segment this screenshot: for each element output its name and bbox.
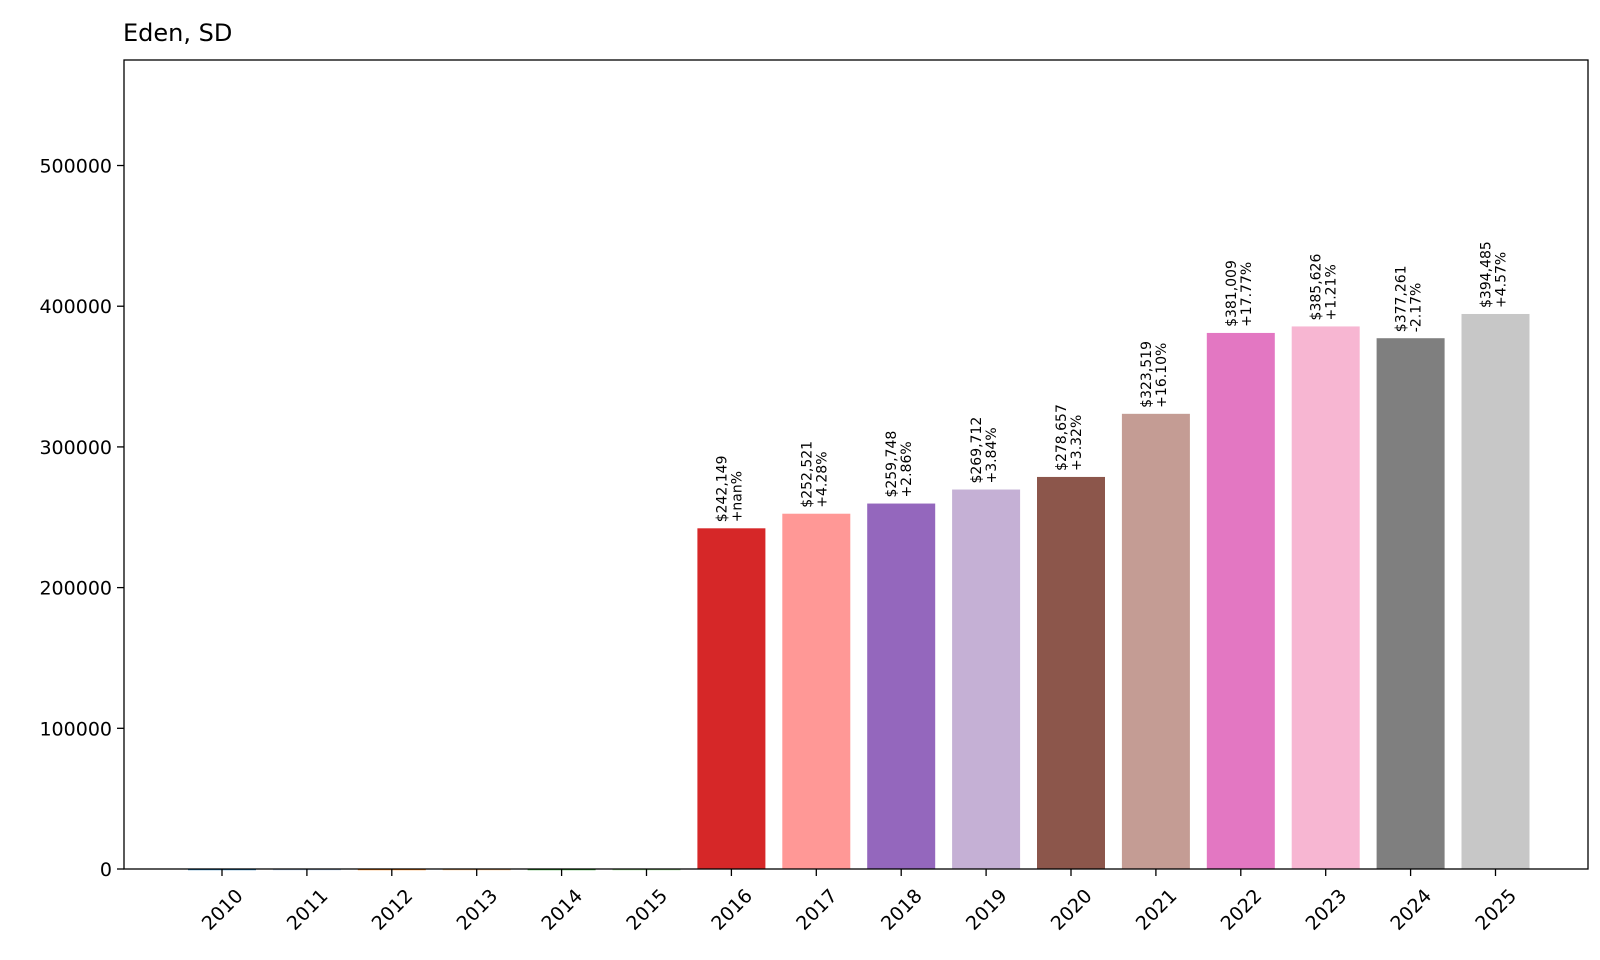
bar-2016 xyxy=(697,528,766,869)
bar-value-label: $269,712 xyxy=(969,417,985,484)
bar-change-label: +4.28% xyxy=(814,451,830,507)
y-tick-label: 300000 xyxy=(39,437,112,459)
bar-value-label: $242,149 xyxy=(714,455,730,522)
x-tick-label: 2023 xyxy=(1301,885,1351,935)
bar-change-label: +nan% xyxy=(729,471,745,522)
x-axis: 2010 2011 2012 2013 2014 2015 2016 2017 2018 2019… xyxy=(198,869,1521,935)
bar-2021 xyxy=(1121,413,1190,869)
bar-value-label: $377,261 xyxy=(1394,265,1410,332)
bar-2023 xyxy=(1291,326,1360,869)
plot-frame xyxy=(123,59,1589,870)
x-tick-label: 2013 xyxy=(452,885,502,935)
x-tick-label: 2022 xyxy=(1217,885,1267,935)
bars-group: $242,149 +nan% $252,521 +4.28% $259,748 +2.86… xyxy=(188,241,1530,871)
y-tick-label: 100000 xyxy=(39,718,112,740)
bar-change-label: +1.21% xyxy=(1324,264,1340,320)
x-tick-label: 2015 xyxy=(622,885,672,935)
x-tick-label: 2021 xyxy=(1132,885,1182,935)
bar-2017 xyxy=(782,513,851,869)
bar-change-label: +4.57% xyxy=(1494,252,1510,308)
x-tick-label: 2012 xyxy=(368,885,418,935)
x-tick-label: 2017 xyxy=(792,885,842,935)
bar-value-label: $252,521 xyxy=(799,441,815,508)
x-tick-label: 2018 xyxy=(877,885,927,935)
x-tick-label: 2014 xyxy=(537,885,587,935)
y-tick-label: 200000 xyxy=(39,578,112,600)
bar-change-label: +17.77% xyxy=(1239,262,1255,327)
chart-title: Eden, SD xyxy=(123,19,233,47)
bar-change-label: +16.10% xyxy=(1154,343,1170,408)
x-tick-label: 2020 xyxy=(1047,885,1097,935)
x-tick-label: 2024 xyxy=(1386,885,1436,935)
x-tick-label: 2010 xyxy=(198,885,248,935)
bar-value-label: $259,748 xyxy=(884,431,900,498)
bar-value-label: $323,519 xyxy=(1139,341,1155,408)
bar-2020 xyxy=(1037,476,1105,869)
y-tick-label: 500000 xyxy=(39,156,112,178)
y-axis: 0 100000 200000 300000 400000 500000 xyxy=(39,156,124,881)
y-tick-label: 400000 xyxy=(39,296,112,318)
x-tick-label: 2019 xyxy=(962,885,1012,935)
bar-2018 xyxy=(867,503,936,869)
bar-change-label: +3.32% xyxy=(1069,415,1085,471)
bar-2019 xyxy=(952,489,1021,869)
bar-2022 xyxy=(1206,332,1275,869)
y-tick-label: 0 xyxy=(100,859,112,881)
bar-change-label: +3.84% xyxy=(984,427,1000,483)
bar-value-label: $381,009 xyxy=(1224,260,1240,327)
bar-2025 xyxy=(1461,313,1530,869)
x-tick-label: 2016 xyxy=(707,885,757,935)
bar-change-label: +2.86% xyxy=(899,441,915,497)
x-tick-label: 2025 xyxy=(1471,885,1521,935)
bar-value-label: $278,657 xyxy=(1054,404,1070,471)
bar-change-label: -2.17% xyxy=(1409,283,1425,333)
bar-value-label: $394,485 xyxy=(1479,241,1495,308)
bar-2024 xyxy=(1376,338,1445,869)
x-tick-label: 2011 xyxy=(283,885,333,935)
bar-value-label: $385,626 xyxy=(1309,254,1325,321)
